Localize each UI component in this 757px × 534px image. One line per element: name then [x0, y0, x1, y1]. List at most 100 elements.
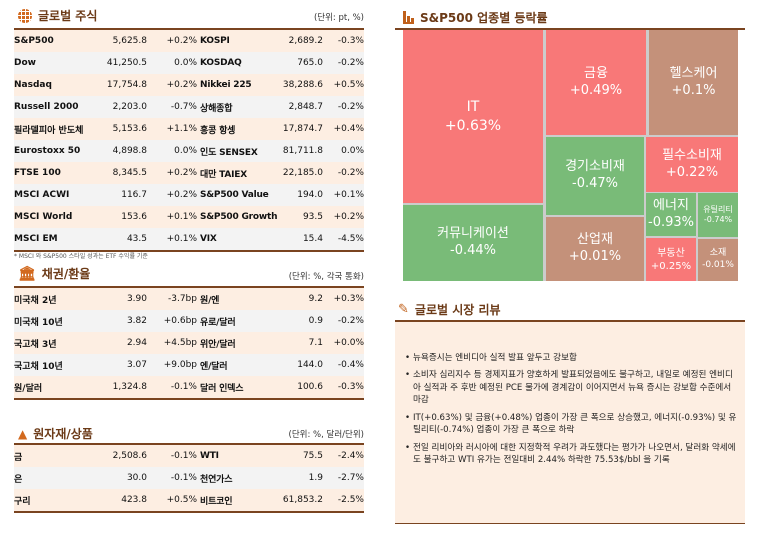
table-row: 국고채 3년 2.94 +4.5bp 위안/달러 7.1 +0.0% — [14, 332, 364, 354]
cell-value: 5,153.6 — [112, 124, 147, 134]
cell-change: -2.5% — [337, 495, 364, 505]
cell-value: 3.90 — [126, 294, 147, 304]
cell-value: 144.0 — [297, 360, 323, 370]
sector-change: +0.49% — [569, 82, 623, 98]
cell-value: 9.2 — [308, 294, 323, 304]
cell-change: +0.3% — [333, 294, 364, 304]
sector-name: IT — [466, 99, 480, 116]
sector-change: +0.25% — [650, 260, 692, 272]
cell-change: +0.5% — [166, 495, 197, 505]
treemap-header: S&P500 업종별 등락률 — [403, 9, 548, 26]
cell-value: 100.6 — [297, 382, 323, 392]
gold-bars-icon: ▲ — [18, 426, 28, 441]
sector-name: 에너지 — [653, 197, 689, 213]
cell-value: 93.5 — [302, 212, 323, 222]
table-row: MSCI World 153.6 +0.1% S&P500 Growth 93.5 +0.… — [14, 206, 364, 228]
cell-name: Nasdaq — [14, 80, 52, 90]
treemap-cell: IT +0.63% — [403, 30, 543, 203]
cell-change: +0.5% — [333, 80, 364, 90]
bank-icon: 🏛 — [18, 265, 36, 282]
cell-name: KOSDAQ — [200, 58, 242, 68]
cell-value: 765.0 — [297, 58, 323, 68]
cell-name: 대만 TAIEX — [200, 169, 247, 180]
cell-name: 국고채 3년 — [14, 339, 57, 350]
cell-change: -0.2% — [337, 58, 364, 68]
cell-change: 0.0% — [174, 146, 197, 156]
table-row: 국고채 10년 3.07 +9.0bp 엔/달러 144.0 -0.4% — [14, 354, 364, 376]
cell-name: 유로/달러 — [200, 317, 236, 328]
treemap-cell: 유틸리티 -0.74% — [698, 193, 738, 237]
cell-change: -0.7% — [170, 102, 197, 112]
sector-name: 유틸리티 — [703, 204, 733, 214]
divider — [14, 443, 364, 445]
sector-change: -0.93% — [648, 214, 694, 230]
cell-change: +0.1% — [166, 234, 197, 244]
cell-value: 153.6 — [121, 212, 147, 222]
cell-value: 3.82 — [126, 316, 147, 326]
cell-value: 15.4 — [302, 234, 323, 244]
review-bullet: IT(+0.63%) 및 금융(+0.48%) 업종이 가장 큰 폭으로 상승했… — [403, 412, 737, 437]
cell-name: 금 — [14, 452, 23, 463]
cell-name: Eurostoxx 50 — [14, 146, 81, 156]
review-bullet: 뉴욕증시는 엔비디아 실적 발표 앞두고 강보합 — [403, 352, 737, 365]
bonds-fx-table: 미국채 2년 3.90 -3.7bp 원/엔 9.2 +0.3% 미국채 10년 3.82 +0… — [14, 288, 364, 400]
cell-value: 0.9 — [308, 316, 323, 326]
table-row: 미국채 2년 3.90 -3.7bp 원/엔 9.2 +0.3% — [14, 288, 364, 310]
divider — [14, 286, 364, 288]
review-bullet: 전일 리비아와 러시아에 대한 지정학적 우려가 과도했다는 평가가 나오면서,… — [403, 442, 737, 467]
review-header: ✎ 글로벌 시장 리뷰 — [398, 301, 501, 318]
table-row: 필라델피아 반도체 5,153.6 +1.1% 홍콩 항셍 17,874.7 +0.4% — [14, 118, 364, 140]
divider — [14, 28, 364, 30]
cell-value: 1,324.8 — [112, 382, 147, 392]
treemap-cell: 헬스케어 +0.1% — [649, 30, 738, 135]
unit-label: (단위: %, 각국 통화) — [288, 272, 364, 282]
section-title: S&P500 업종별 등락률 — [420, 11, 548, 25]
sector-name: 필수소비재 — [662, 147, 722, 163]
treemap-cell: 금융 +0.49% — [546, 30, 646, 135]
cell-value: 7.1 — [308, 338, 323, 348]
cell-change: -0.2% — [337, 316, 364, 326]
cell-value: 2.94 — [126, 338, 147, 348]
global-stocks-header: 글로벌 주식 — [18, 7, 97, 24]
cell-change: -3.7bp — [168, 294, 197, 304]
cell-value: 41,250.5 — [106, 58, 147, 68]
treemap-cell: 커뮤니케이션 -0.44% — [403, 205, 543, 281]
commodities-table: 금 2,508.6 -0.1% WTI 75.5 -2.4% 은 30.0 -0.1% 천연가스 1… — [14, 445, 364, 513]
cell-value: 4,898.8 — [112, 146, 147, 156]
table-row: 금 2,508.6 -0.1% WTI 75.5 -2.4% — [14, 445, 364, 467]
cell-change: -2.4% — [337, 451, 364, 461]
cell-change: -0.1% — [170, 473, 197, 483]
cell-name: S&P500 Value — [200, 190, 269, 200]
cell-change: +0.2% — [166, 190, 197, 200]
cell-change: -0.3% — [337, 382, 364, 392]
sector-treemap: IT +0.63% 금융 +0.49% 헬스케어 +0.1% 경기소비재 -0.47% 필수소비… — [403, 30, 738, 281]
cell-value: 61,853.2 — [282, 495, 323, 505]
cell-name: 천연가스 — [200, 474, 233, 485]
cell-value: 1.9 — [308, 473, 323, 483]
cell-name: 원/엔 — [200, 295, 220, 306]
cell-value: 3.07 — [126, 360, 147, 370]
cell-value: 194.0 — [297, 190, 323, 200]
cell-name: 엔/달러 — [200, 361, 228, 372]
treemap-cell: 필수소비재 +0.22% — [646, 137, 738, 192]
sector-change: +0.22% — [665, 164, 719, 180]
sector-change: -0.01% — [702, 260, 734, 270]
cell-change: +0.6bp — [163, 316, 197, 326]
cell-name: 비트코인 — [200, 496, 233, 507]
divider — [395, 28, 745, 30]
cell-name: Nikkei 225 — [200, 80, 252, 90]
sector-name: 부동산 — [657, 247, 685, 259]
cell-change: -2.7% — [337, 473, 364, 483]
bar-chart-icon — [403, 10, 414, 24]
cell-change: -0.2% — [337, 168, 364, 178]
cell-change: +0.1% — [166, 212, 197, 222]
cell-name: 은 — [14, 474, 23, 485]
cell-change: +0.0% — [333, 338, 364, 348]
footnote: * MSCI 와 S&P500 스타일 성과는 ETF 수익률 기준 — [14, 253, 148, 260]
sector-change: -0.47% — [572, 176, 618, 191]
cell-change: +0.1% — [333, 190, 364, 200]
cell-value: 2,508.6 — [112, 451, 147, 461]
cell-name: WTI — [200, 451, 219, 461]
cell-change: +0.2% — [166, 168, 197, 178]
cell-name: Russell 2000 — [14, 102, 79, 112]
